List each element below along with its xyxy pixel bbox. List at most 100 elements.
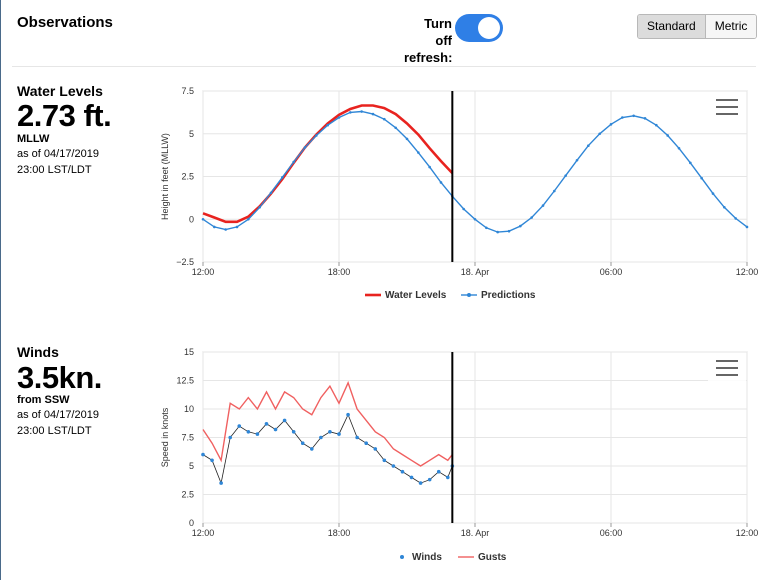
x-tick-label: 18. Apr [461, 267, 490, 277]
legend-label-water-levels: Water Levels [385, 290, 447, 301]
prediction-point [360, 110, 363, 113]
series-line-gusts [202, 380, 453, 467]
winds-title: Winds [17, 344, 59, 360]
wind-point [328, 430, 332, 434]
legend-marker-predictions [467, 293, 471, 297]
chart-legend: Water Levels Predictions [365, 290, 536, 301]
y-tick-label: 10 [184, 404, 194, 414]
prediction-point [462, 207, 465, 211]
wind-speed-value: 3.5kn. [17, 360, 102, 395]
prediction-point [598, 132, 601, 136]
legend-label-predictions: Predictions [481, 290, 536, 301]
header-divider [12, 66, 756, 67]
hamburger-menu-icon[interactable] [708, 355, 746, 383]
prediction-point [745, 225, 749, 229]
prediction-point [632, 114, 635, 118]
prediction-point [609, 123, 613, 126]
prediction-point [371, 112, 375, 116]
x-tick-label: 18. Apr [461, 528, 490, 538]
legend-label-gusts: Gusts [478, 552, 507, 563]
wind-point [400, 469, 405, 474]
wind-point [246, 430, 251, 434]
wind-point [337, 432, 341, 436]
prediction-point [553, 189, 556, 193]
prediction-point [201, 217, 205, 221]
x-tick-label: 12:00 [736, 267, 759, 277]
y-tick-label: 0 [189, 518, 194, 528]
y-tick-label: 12.5 [176, 376, 194, 386]
prediction-point [530, 216, 533, 219]
x-tick-label: 18:00 [328, 267, 351, 277]
wind-point [210, 458, 214, 463]
wind-point [228, 435, 232, 440]
wind-point [291, 430, 296, 434]
prediction-point [734, 217, 737, 220]
prediction-point [621, 116, 624, 119]
prediction-point [496, 230, 499, 234]
x-tick-label: 12:00 [192, 267, 215, 277]
prediction-point [541, 204, 545, 207]
prediction-point [417, 151, 420, 154]
wind-point [355, 435, 359, 440]
y-tick-label: 2.5 [181, 490, 194, 500]
y-tick-label: 7.5 [181, 86, 194, 96]
prediction-point [723, 205, 726, 209]
wind-point [237, 424, 242, 428]
prediction-point [337, 116, 341, 119]
y-tick-label: 7.5 [181, 433, 194, 443]
y-tick-label: 5 [189, 129, 194, 139]
unit-selector: Standard Metric [637, 14, 758, 39]
prediction-point [439, 181, 443, 184]
prediction-point [292, 160, 295, 164]
y-tick-label: 0 [189, 214, 194, 224]
prediction-point [485, 226, 488, 230]
y-tick-label: 15 [184, 347, 194, 357]
y-axis-label: Speed in knots [160, 407, 170, 467]
series-line-water-levels [202, 104, 454, 224]
wind-point [300, 441, 305, 446]
x-tick-label: 12:00 [192, 528, 215, 538]
standard-unit-button[interactable]: Standard [638, 15, 706, 38]
wind-point [446, 475, 450, 480]
water-levels-title: Water Levels [17, 83, 103, 99]
water-datum: MLLW [17, 133, 50, 145]
metric-unit-button[interactable]: Metric [705, 15, 757, 38]
prediction-point [643, 117, 647, 120]
prediction-point [303, 146, 307, 149]
prediction-point [677, 146, 681, 150]
legend-marker-winds [400, 555, 404, 559]
y-tick-label: −2.5 [176, 257, 194, 267]
prediction-point [326, 123, 329, 127]
wind-point [346, 412, 350, 417]
x-tick-label: 18:00 [328, 528, 351, 538]
wind-point [264, 422, 269, 426]
prediction-point [700, 176, 703, 180]
x-tick-label: 06:00 [600, 267, 623, 277]
prediction-point [269, 191, 273, 195]
prediction-point [394, 126, 397, 130]
wind-asof: as of 04/17/2019 23:00 LST/LDT [17, 409, 99, 437]
prediction-point [689, 161, 692, 165]
prediction-point [349, 111, 352, 114]
water-level-value: 2.73 ft. [17, 98, 112, 133]
wind-point [201, 452, 205, 457]
y-tick-label: 2.5 [181, 172, 194, 182]
prediction-point [281, 176, 284, 179]
prediction-point [383, 117, 386, 121]
prediction-point [428, 165, 431, 169]
hamburger-menu-icon[interactable] [708, 94, 746, 122]
prediction-point [507, 229, 511, 233]
refresh-toggle[interactable] [455, 14, 503, 42]
wind-point [310, 447, 314, 451]
x-tick-label: 12:00 [736, 528, 759, 538]
prediction-point [655, 123, 658, 127]
prediction-point [473, 217, 477, 221]
wind-point [391, 464, 396, 468]
wind-point [409, 475, 414, 480]
x-tick-label: 06:00 [600, 528, 623, 538]
prediction-point [258, 205, 261, 209]
wind-point [436, 469, 441, 474]
prediction-point [587, 144, 590, 148]
legend-label-winds: Winds [412, 552, 442, 563]
